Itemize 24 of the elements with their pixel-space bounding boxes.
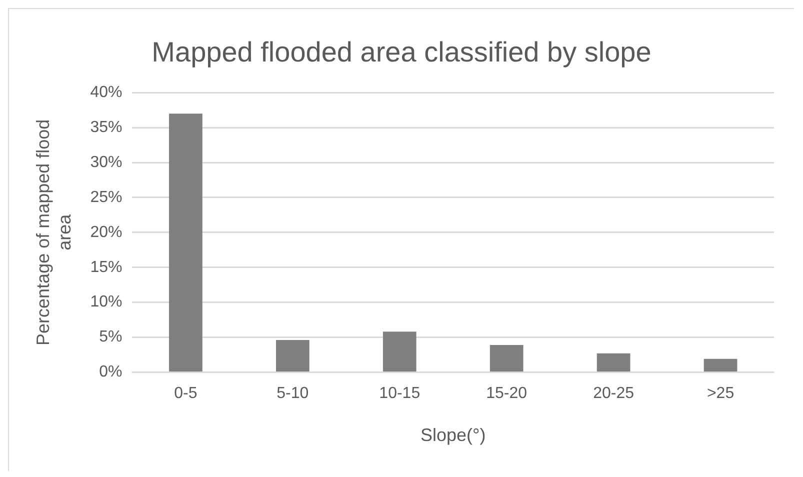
y-axis-title: Percentage of mapped flood area (32, 119, 74, 346)
x-tick-label: >25 (706, 385, 734, 402)
x-tick-label: 0-5 (174, 385, 198, 402)
y-tick-label: 5% (99, 328, 122, 346)
y-tick-label: 25% (90, 188, 122, 206)
x-tick-label: 20-25 (593, 385, 634, 402)
bar (704, 358, 738, 372)
bar (169, 114, 202, 372)
y-tick-label: 10% (90, 294, 122, 311)
y-tick-label: 20% (90, 224, 122, 241)
y-tick-label: 40% (90, 84, 122, 102)
y-tick-label: 15% (90, 258, 122, 276)
x-axis-title: Slope(°) (420, 425, 486, 446)
bar (596, 353, 630, 372)
x-tick-label: 5-10 (276, 385, 309, 402)
chart-title: Mapped flooded area classified by slope (152, 36, 652, 68)
y-tick-label: 35% (90, 118, 122, 136)
bar (490, 344, 524, 372)
x-tick-label: 15-20 (486, 385, 528, 402)
y-tick-label: 0% (99, 364, 122, 381)
bar (276, 340, 310, 372)
x-tick-label: 10-15 (379, 385, 420, 402)
bar (382, 332, 416, 372)
y-tick-label: 30% (90, 154, 122, 171)
